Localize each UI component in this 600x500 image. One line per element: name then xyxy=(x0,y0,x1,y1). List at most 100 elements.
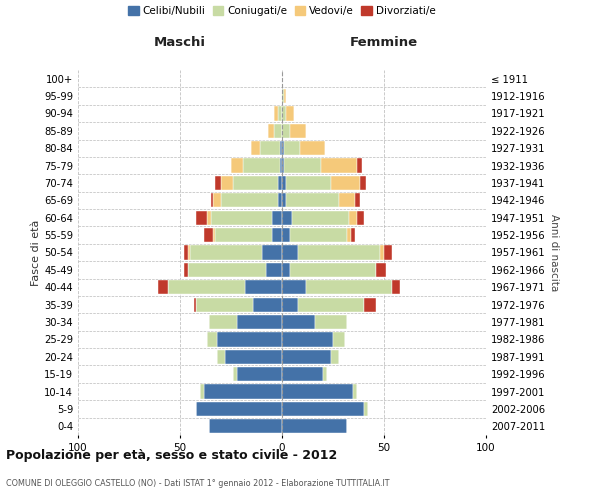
Bar xyxy=(307,280,392,294)
Bar xyxy=(253,298,282,312)
Bar xyxy=(364,298,376,312)
Bar xyxy=(349,210,358,225)
Bar xyxy=(314,315,347,329)
Bar xyxy=(262,246,282,260)
Bar xyxy=(282,298,298,312)
Bar xyxy=(282,246,298,260)
Bar xyxy=(286,106,294,120)
Bar xyxy=(290,124,307,138)
Text: Popolazione per età, sesso e stato civile - 2012: Popolazione per età, sesso e stato civil… xyxy=(6,450,337,462)
Bar xyxy=(194,298,196,312)
Bar xyxy=(233,176,278,190)
Bar xyxy=(231,158,243,172)
Bar xyxy=(196,298,253,312)
Legend: Celibi/Nubili, Coniugati/e, Vedovi/e, Divorziati/e: Celibi/Nubili, Coniugati/e, Vedovi/e, Di… xyxy=(124,2,440,21)
Bar xyxy=(215,176,221,190)
Bar xyxy=(282,263,290,277)
Bar xyxy=(196,210,206,225)
Bar xyxy=(188,246,190,260)
Bar xyxy=(282,158,284,172)
Bar xyxy=(233,367,237,382)
Bar xyxy=(282,210,292,225)
Bar xyxy=(272,210,282,225)
Bar xyxy=(355,193,359,208)
Bar xyxy=(333,332,345,346)
Y-axis label: Fasce di età: Fasce di età xyxy=(31,220,41,286)
Bar xyxy=(292,210,349,225)
Bar xyxy=(237,315,282,329)
Bar xyxy=(358,158,362,172)
Bar xyxy=(206,332,217,346)
Bar xyxy=(280,158,282,172)
Bar xyxy=(278,176,282,190)
Bar xyxy=(298,298,364,312)
Bar xyxy=(225,350,282,364)
Bar xyxy=(358,210,364,225)
Y-axis label: Anni di nascita: Anni di nascita xyxy=(550,214,559,291)
Bar xyxy=(282,124,290,138)
Bar xyxy=(209,419,282,434)
Bar xyxy=(278,193,282,208)
Bar xyxy=(205,228,212,242)
Bar xyxy=(284,89,286,103)
Bar xyxy=(282,350,331,364)
Bar xyxy=(347,228,352,242)
Bar xyxy=(352,228,355,242)
Bar xyxy=(237,367,282,382)
Bar xyxy=(168,280,245,294)
Bar xyxy=(184,246,188,260)
Bar xyxy=(282,280,307,294)
Bar xyxy=(190,246,262,260)
Bar xyxy=(221,176,233,190)
Bar xyxy=(331,176,359,190)
Bar xyxy=(290,228,347,242)
Text: Maschi: Maschi xyxy=(154,36,206,49)
Bar xyxy=(221,193,278,208)
Bar xyxy=(392,280,400,294)
Bar xyxy=(282,315,314,329)
Bar xyxy=(290,263,376,277)
Bar xyxy=(282,332,333,346)
Bar xyxy=(211,193,212,208)
Bar xyxy=(282,419,347,434)
Bar xyxy=(251,141,260,156)
Bar xyxy=(212,228,215,242)
Bar xyxy=(217,332,282,346)
Bar xyxy=(184,263,188,277)
Bar xyxy=(282,402,364,416)
Bar xyxy=(266,263,282,277)
Bar xyxy=(206,210,211,225)
Bar xyxy=(268,124,274,138)
Bar xyxy=(331,350,339,364)
Bar xyxy=(205,384,282,398)
Bar xyxy=(284,141,301,156)
Bar xyxy=(376,263,386,277)
Bar xyxy=(339,193,355,208)
Bar xyxy=(282,176,286,190)
Bar xyxy=(282,384,353,398)
Bar xyxy=(200,384,205,398)
Bar xyxy=(215,228,272,242)
Bar xyxy=(323,367,327,382)
Bar xyxy=(298,246,380,260)
Bar xyxy=(188,263,266,277)
Text: COMUNE DI OLEGGIO CASTELLO (NO) - Dati ISTAT 1° gennaio 2012 - Elaborazione TUTT: COMUNE DI OLEGGIO CASTELLO (NO) - Dati I… xyxy=(6,478,389,488)
Bar xyxy=(380,246,384,260)
Bar xyxy=(301,141,325,156)
Bar xyxy=(196,402,282,416)
Bar xyxy=(384,246,392,260)
Bar xyxy=(158,280,168,294)
Bar xyxy=(212,193,221,208)
Bar xyxy=(284,158,321,172)
Bar xyxy=(282,141,284,156)
Bar xyxy=(272,228,282,242)
Bar xyxy=(359,176,365,190)
Bar xyxy=(286,176,331,190)
Bar xyxy=(282,228,290,242)
Bar xyxy=(260,141,280,156)
Bar xyxy=(282,367,323,382)
Bar xyxy=(364,402,368,416)
Bar xyxy=(274,124,282,138)
Bar xyxy=(282,89,284,103)
Bar xyxy=(211,210,272,225)
